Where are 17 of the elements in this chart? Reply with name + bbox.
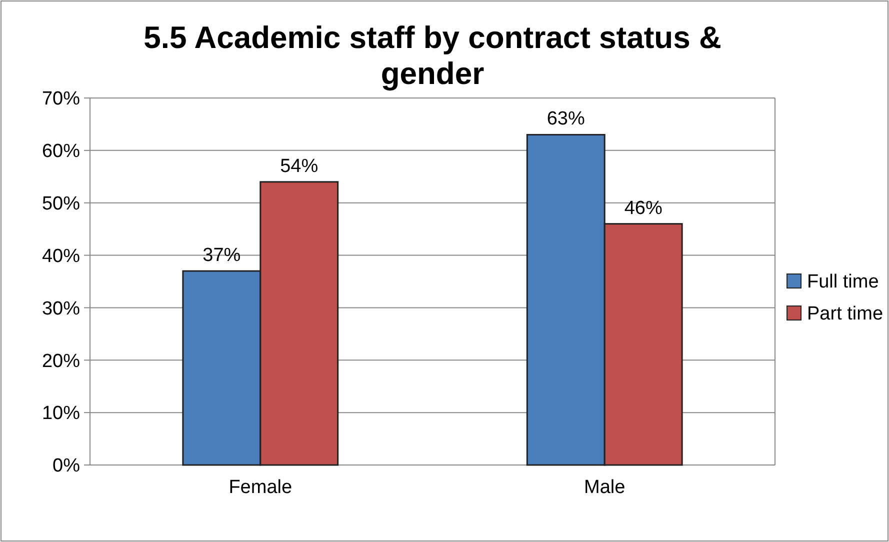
legend-label: Full time (807, 272, 879, 293)
y-tick-label: 0% (52, 456, 80, 477)
data-label: 37% (202, 245, 241, 266)
y-tick-label: 60% (42, 141, 80, 162)
chart-title: 5.5 Academic staff by contract status & gender (144, 20, 722, 91)
data-label: 46% (624, 198, 662, 219)
y-tick-label: 70% (42, 88, 80, 110)
x-tick-label: Female (228, 477, 292, 498)
y-tick-label: 20% (42, 350, 80, 372)
y-tick-label: 30% (42, 298, 80, 320)
y-tick-label: 40% (42, 246, 80, 267)
y-tick-label: 10% (42, 403, 80, 424)
y-tick-label: 50% (42, 194, 80, 215)
data-label: 63% (546, 108, 586, 130)
x-tick-label: Male (584, 477, 626, 498)
legend-label: Part time (807, 304, 884, 325)
data-label: 54% (280, 156, 318, 177)
